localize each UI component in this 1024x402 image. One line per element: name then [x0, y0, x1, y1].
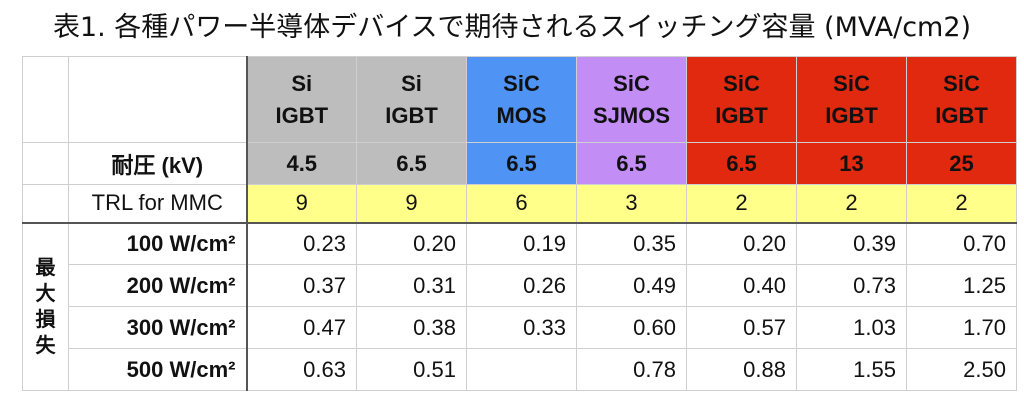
value-cell: 0.31 — [356, 264, 467, 307]
value-cell: 0.60 — [576, 306, 687, 349]
voltage-row: 耐圧 (kV) 4.5 6.5 6.5 6.5 6.5 13 25 — [22, 142, 1017, 185]
value-cell: 1.03 — [796, 306, 907, 349]
max-loss-side-label: 最 大 損 失 — [22, 221, 69, 391]
device-header: SiC MOS — [466, 56, 577, 143]
value-cell: 0.20 — [686, 221, 797, 265]
value-cell: 0.19 — [466, 221, 577, 265]
value-cell: 0.33 — [466, 306, 577, 349]
switching-capacity-table: Si IGBT Si IGBT SiC MOS SiC SJMOS SiC IGBT Si… — [22, 56, 1017, 391]
value-cell: 0.47 — [246, 306, 357, 349]
value-cell: 0.40 — [686, 264, 797, 307]
device-type: IGBT — [715, 102, 768, 128]
value-cell: 2.50 — [906, 348, 1017, 391]
device-type: IGBT — [825, 102, 878, 128]
value-cell: 0.70 — [906, 221, 1017, 265]
trl-cell: 2 — [686, 184, 797, 223]
trl-cell: 2 — [906, 184, 1017, 223]
loss-label: 300 W/cm² — [68, 306, 248, 349]
blank-cell — [22, 142, 69, 185]
device-type: IGBT — [935, 102, 988, 128]
trl-cell: 9 — [356, 184, 467, 223]
side-char: 損 — [35, 308, 56, 331]
device-header: Si IGBT — [356, 56, 467, 143]
value-cell: 0.57 — [686, 306, 797, 349]
value-cell: 0.63 — [246, 348, 357, 391]
loss-label: 200 W/cm² — [68, 264, 248, 307]
value-cell: 0.88 — [686, 348, 797, 391]
value-cell: 0.23 — [246, 221, 357, 265]
side-char: 大 — [35, 282, 56, 305]
device-header: SiC IGBT — [796, 56, 907, 143]
trl-label: TRL for MMC — [68, 184, 248, 223]
device-type: SJMOS — [592, 102, 671, 128]
device-type: IGBT — [275, 102, 329, 128]
trl-row: TRL for MMC 9 9 6 3 2 2 2 — [22, 184, 1017, 223]
value-cell: 0.26 — [466, 264, 577, 307]
device-material: SiC — [833, 70, 870, 96]
trl-cell: 6 — [466, 184, 577, 223]
value-cell: 1.70 — [906, 306, 1017, 349]
table-row: 300 W/cm² 0.47 0.38 0.33 0.60 0.57 1.03 … — [23, 306, 1017, 349]
trl-cell: 3 — [576, 184, 687, 223]
device-material: Si — [401, 70, 422, 96]
trl-cell: 2 — [796, 184, 907, 223]
value-cell: 0.35 — [576, 221, 687, 265]
value-cell: 1.55 — [796, 348, 907, 391]
device-type: IGBT — [385, 102, 438, 128]
device-material: Si — [291, 70, 313, 96]
trl-cell: 9 — [246, 184, 357, 223]
device-header: Si IGBT — [246, 56, 357, 143]
table-row: 最 大 損 失 100 W/cm² 0.23 0.20 0.19 0.35 0.… — [22, 221, 1017, 391]
device-row: Si IGBT Si IGBT SiC MOS SiC SJMOS SiC IGBT Si… — [22, 56, 1017, 143]
value-cell: 0.73 — [796, 264, 907, 307]
device-type: MOS — [496, 102, 547, 128]
voltage-cell: 4.5 — [246, 142, 357, 185]
device-material: SiC — [503, 70, 540, 96]
voltage-cell: 13 — [796, 142, 907, 185]
value-cell — [466, 348, 577, 391]
voltage-cell: 6.5 — [356, 142, 467, 185]
loss-label: 100 W/cm² — [68, 221, 248, 265]
value-cell: 0.51 — [356, 348, 467, 391]
corner-cell — [22, 56, 69, 143]
value-cell: 0.39 — [796, 221, 907, 265]
side-char: 失 — [35, 334, 56, 357]
value-cell: 0.78 — [576, 348, 687, 391]
voltage-cell: 6.5 — [686, 142, 797, 185]
value-cell: 0.38 — [356, 306, 467, 349]
device-header: SiC IGBT — [686, 56, 797, 143]
side-char: 最 — [35, 256, 56, 279]
voltage-cell: 6.5 — [576, 142, 687, 185]
device-header: SiC SJMOS — [576, 56, 687, 143]
device-header: SiC IGBT — [906, 56, 1017, 143]
table-title: 表1. 各種パワー半導体デバイスで期待されるスイッチング容量 (MVA/cm2) — [52, 12, 972, 43]
blank-cell — [22, 184, 69, 223]
voltage-cell: 25 — [906, 142, 1017, 185]
voltage-label: 耐圧 (kV) — [68, 142, 248, 185]
table-row: 500 W/cm² 0.63 0.51 0.78 0.88 1.55 2.50 — [23, 348, 1017, 391]
device-material: SiC — [613, 70, 650, 96]
device-material: SiC — [723, 70, 760, 96]
value-cell: 0.49 — [576, 264, 687, 307]
device-material: SiC — [943, 70, 980, 96]
value-cell: 0.37 — [246, 264, 357, 307]
table-row: 200 W/cm² 0.37 0.31 0.26 0.49 0.40 0.73 … — [23, 264, 1017, 307]
corner-cell — [68, 56, 248, 143]
loss-label: 500 W/cm² — [68, 348, 248, 391]
voltage-cell: 6.5 — [466, 142, 577, 185]
value-cell: 0.20 — [356, 221, 467, 265]
value-cell: 1.25 — [906, 264, 1017, 307]
